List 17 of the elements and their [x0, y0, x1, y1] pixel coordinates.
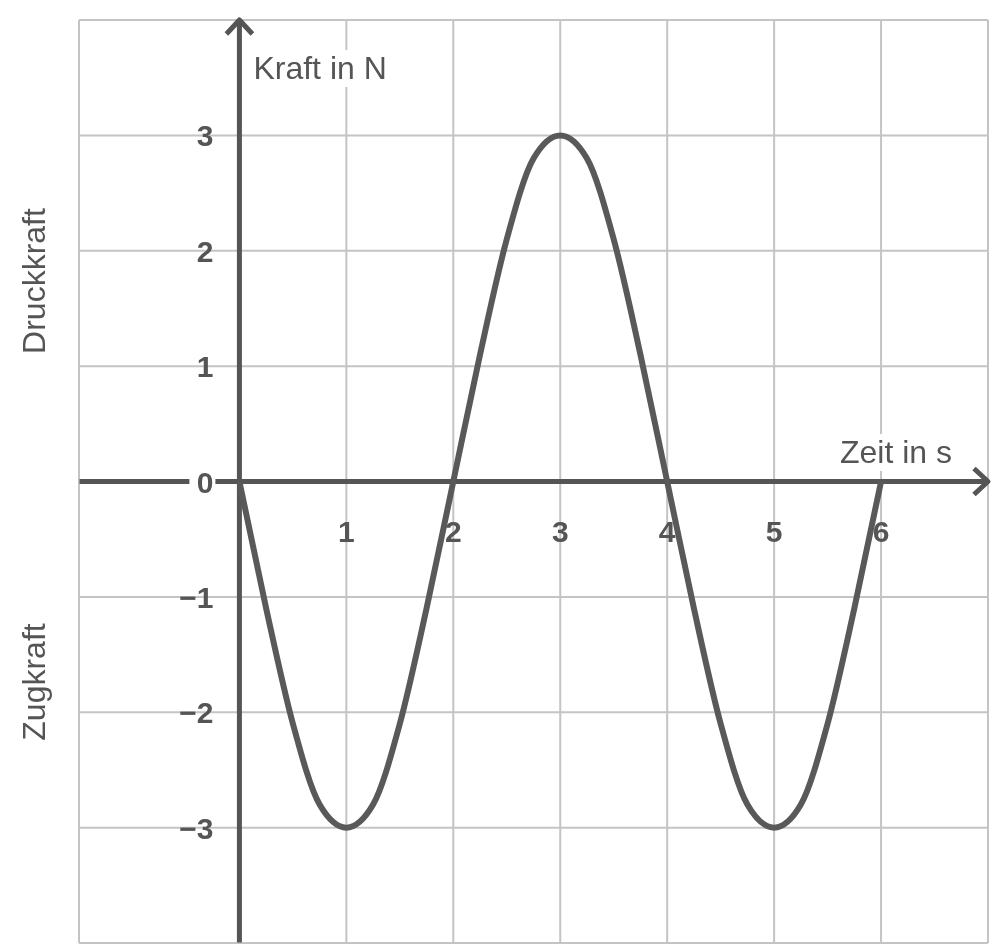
text: Zugkraft	[15, 623, 53, 741]
y-tick-label: −1	[179, 580, 214, 614]
x-tick-label: 6	[872, 514, 890, 548]
x-tick-label: 3	[551, 514, 569, 548]
y-tick-label: 2	[196, 234, 214, 268]
y-tick-label: −3	[179, 811, 214, 845]
x-tick-label: 1	[338, 514, 355, 548]
y-tick-label: −2	[179, 696, 214, 730]
x-axis-title: Zeit in s	[839, 433, 952, 471]
x-tick-label: 4	[658, 514, 676, 548]
y-tick-label: 0	[196, 465, 214, 499]
x-tick-label: 2	[444, 514, 462, 548]
x-tick-label: 5	[765, 514, 783, 548]
y-tick-label: 1	[196, 350, 214, 384]
text: Druckkraft	[15, 207, 53, 354]
y-axis-title: Kraft in N	[253, 50, 387, 87]
y-tick-label: 3	[196, 119, 214, 153]
